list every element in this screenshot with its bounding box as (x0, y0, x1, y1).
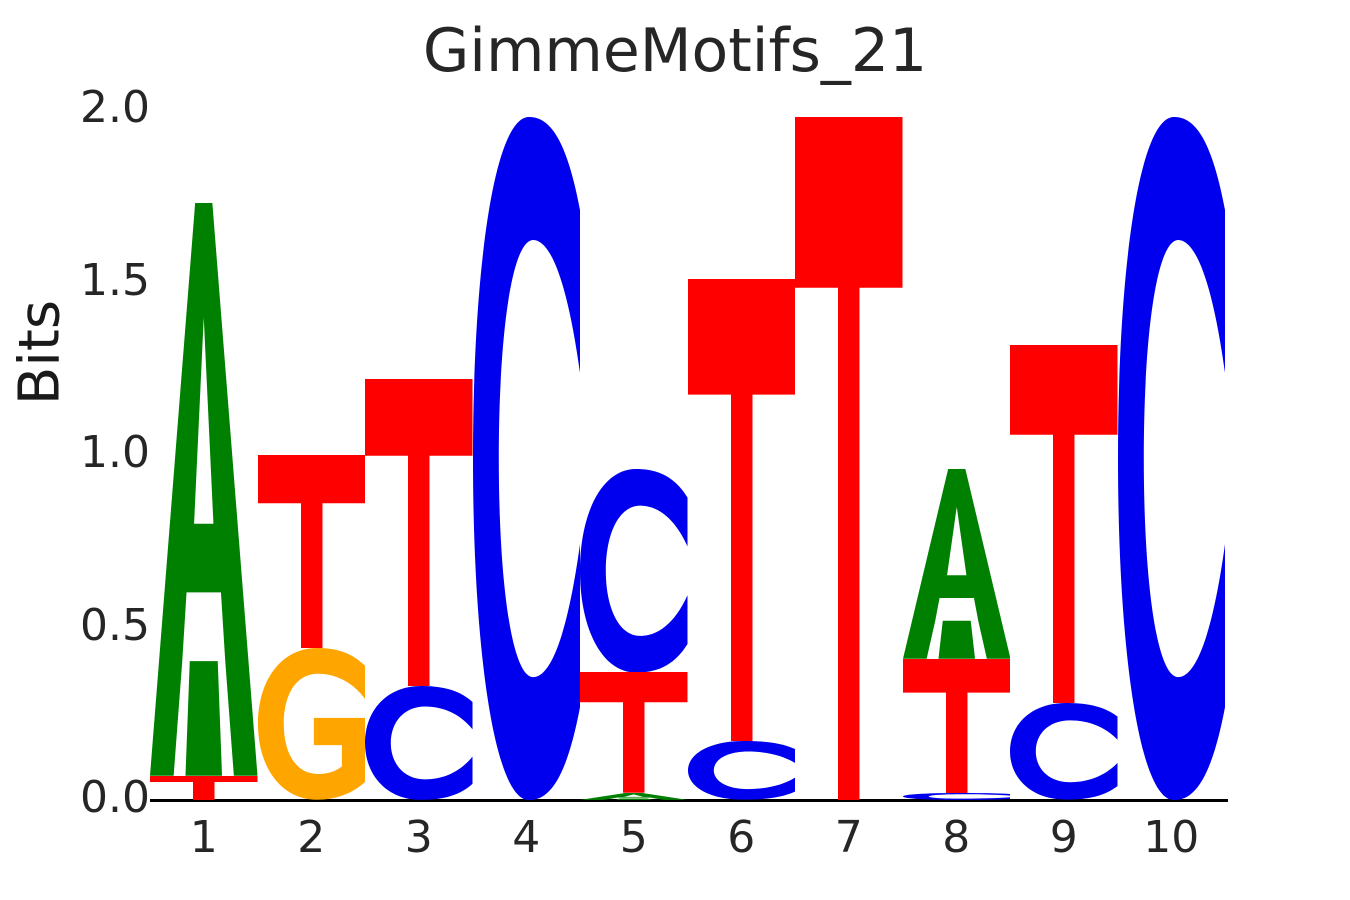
logo-letter-T (795, 116, 903, 800)
x-axis-tick-label: 7 (834, 812, 863, 863)
logo-letter-A (150, 203, 258, 776)
logo-letter-A (902, 468, 1010, 659)
logo-stack-position-1 (150, 110, 258, 800)
logo-stack-position-3 (365, 110, 473, 800)
x-axis-tick-label: 1 (189, 812, 218, 863)
logo-stack-position-8 (902, 110, 1010, 800)
logo-stack-position-10 (1117, 110, 1225, 800)
logo-letter-C (580, 468, 688, 673)
logo-letter-C (1010, 703, 1118, 800)
logo-letter-C (1117, 116, 1225, 800)
logo-letter-C (902, 793, 1010, 800)
y-axis-tick-label: 1.0 (80, 427, 150, 478)
plot-area (150, 110, 1225, 800)
logo-letter-C (687, 741, 795, 800)
x-axis-tick-label: 10 (1143, 812, 1200, 863)
logo-letter-T (687, 279, 795, 742)
logo-stack-position-7 (795, 110, 903, 800)
x-axis-tick-label: 6 (727, 812, 756, 863)
logo-letter-T (1010, 344, 1118, 704)
x-axis-line (150, 799, 1228, 802)
logo-letter-T (580, 672, 688, 794)
logo-letter-T (150, 775, 258, 800)
logo-letter-T (365, 379, 473, 687)
x-axis-tick-label: 9 (1049, 812, 1078, 863)
logo-letter-C (472, 116, 580, 800)
x-axis-tick-label: 5 (619, 812, 648, 863)
logo-stack-position-4 (472, 110, 580, 800)
y-axis-ticks: 0.0 0.5 1.0 1.5 2.0 (0, 0, 150, 900)
logo-letter-G (257, 648, 365, 800)
logo-stack-position-6 (687, 110, 795, 800)
logo-letter-T (257, 455, 365, 649)
x-axis-tick-label: 4 (512, 812, 541, 863)
x-axis-tick-label: 8 (942, 812, 971, 863)
y-axis-tick-label: 0.0 (80, 772, 150, 823)
logo-letter-A (580, 793, 688, 800)
y-axis-tick-label: 0.5 (80, 599, 150, 651)
logo-letter-C (365, 686, 473, 800)
y-axis-tick-label: 2.0 (80, 82, 150, 133)
logo-stack-position-5 (580, 110, 688, 800)
x-axis-tick-label: 2 (297, 812, 326, 863)
y-axis-tick-label: 1.5 (80, 254, 150, 306)
x-axis-tick-label: 3 (404, 812, 433, 863)
page-title: GimmeMotifs_21 (422, 16, 928, 86)
logo-stack-position-9 (1010, 110, 1118, 800)
logo-stack-position-2 (257, 110, 365, 800)
logo-letter-T (902, 658, 1010, 794)
